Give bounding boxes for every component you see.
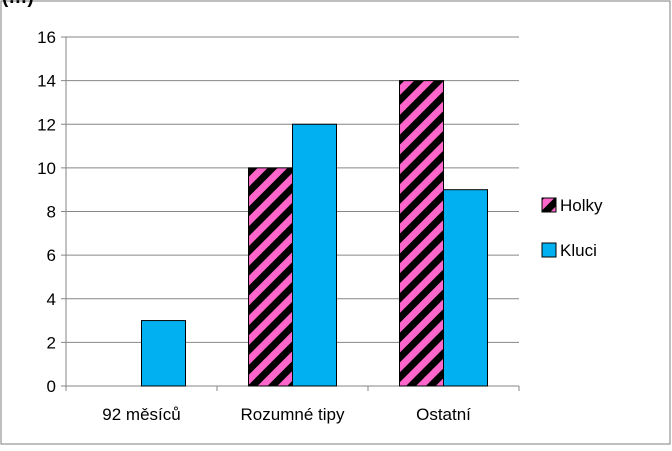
bars [141, 80, 488, 387]
x-category-label: 92 měsíců [102, 405, 180, 424]
y-tick-label: 14 [37, 72, 56, 91]
y-tick-label: 8 [47, 203, 56, 222]
bar-kluci-0 [141, 320, 186, 387]
bar-holky-2 [399, 80, 444, 387]
y-tick-labels: 0 2 4 6 8 10 12 14 16 [37, 28, 56, 396]
y-tick-label: 12 [37, 115, 56, 134]
y-tick-label: 2 [47, 333, 56, 352]
x-category-label: Rozumné tipy [241, 405, 345, 424]
y-tick-label: 4 [47, 290, 56, 309]
legend-label-kluci: Kluci [560, 241, 597, 260]
y-tick-label: 0 [47, 377, 56, 396]
x-category-labels: 92 měsíců Rozumné tipy Ostatní [102, 405, 471, 424]
bar-kluci-1 [292, 123, 337, 387]
chart-title: (…) [2, 0, 34, 8]
bar-kluci-2 [443, 189, 488, 387]
x-category-label: Ostatní [416, 405, 471, 424]
y-tick-label: 10 [37, 159, 56, 178]
legend-swatch-holky [541, 197, 557, 213]
legend-swatch-kluci [541, 242, 557, 258]
y-tick-label: 16 [37, 28, 56, 47]
legend-label-holky: Holky [560, 196, 603, 215]
legend: Holky Kluci [541, 196, 603, 260]
y-tick-label: 6 [47, 246, 56, 265]
bar-holky-1 [248, 167, 293, 387]
